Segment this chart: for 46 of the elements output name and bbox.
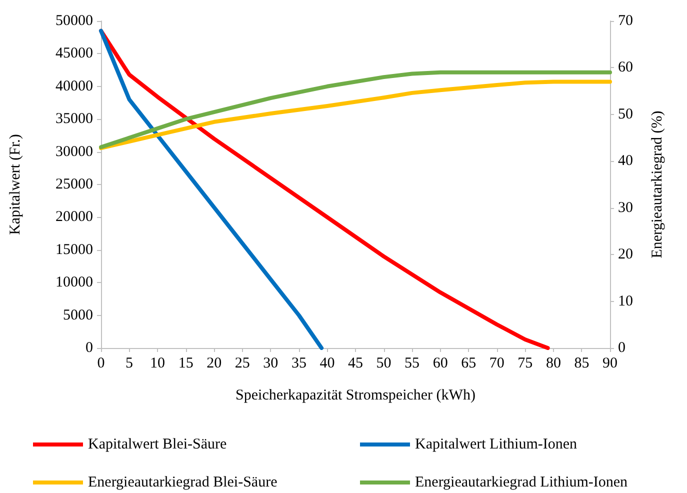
legend-label: Kapitalwert Blei-Säure [88, 436, 228, 452]
y-tick-label: 35000 [56, 111, 93, 128]
y2-tick-label: 70 [618, 13, 633, 29]
y-tick-label: 50000 [56, 13, 93, 29]
y2-axis-title: Energieautarkiegrad (%) [650, 110, 666, 258]
x-tick-label: 0 [97, 356, 105, 372]
x-tick-label: 30 [263, 356, 278, 372]
y-tick-label: 5000 [63, 307, 93, 324]
legend-label: Energieautarkiegrad Blei-Säure [88, 474, 278, 490]
legend-label: Kapitalwert Lithium-Ionen [415, 436, 578, 452]
x-tick-label: 75 [518, 356, 533, 372]
y-axis-title: Kapitalwert (Fr.) [8, 134, 24, 235]
y-tick-label: 10000 [56, 274, 93, 291]
x-axis-title: Speicherkapazität Stromspeicher (kWh) [236, 388, 476, 404]
x-tick-label: 85 [574, 356, 590, 372]
y-tick-label: 20000 [56, 209, 93, 226]
x-tick-label: 45 [348, 356, 363, 372]
x-tick-label: 90 [602, 356, 618, 372]
x-tick-label: 40 [320, 356, 335, 372]
x-tick-label: 80 [546, 356, 561, 372]
y-tick-label: 30000 [56, 144, 93, 160]
y2-tick-label: 40 [618, 153, 633, 170]
x-tick-label: 35 [291, 356, 306, 372]
y-tick-label: 45000 [56, 46, 93, 62]
x-tick-label: 60 [432, 356, 448, 372]
x-tick-label: 5 [126, 356, 134, 372]
x-tick-label: 10 [150, 356, 166, 372]
line-series [99, 28, 324, 350]
y-tick-label: 15000 [56, 242, 93, 258]
y-tick-label: 0 [86, 340, 93, 356]
x-tick-label: 20 [206, 356, 222, 372]
y2-tick-label: 60 [618, 60, 633, 76]
x-tick-label: 50 [376, 356, 392, 372]
y2-tick-label: 0 [618, 340, 626, 356]
y2-tick-label: 50 [618, 106, 633, 122]
y-tick-label: 40000 [56, 78, 93, 94]
x-tick-label: 65 [461, 356, 476, 372]
y-tick-label: 25000 [56, 176, 93, 192]
x-tick-label: 15 [178, 356, 194, 372]
x-tick-label: 70 [489, 356, 504, 372]
y2-tick-label: 30 [618, 200, 633, 216]
y2-tick-label: 10 [618, 293, 633, 310]
x-tick-label: 55 [404, 356, 420, 372]
legend-label: Energieautarkiegrad Lithium-Ionen [415, 474, 628, 490]
y2-tick-label: 20 [618, 246, 633, 263]
x-tick-label: 25 [234, 356, 250, 372]
